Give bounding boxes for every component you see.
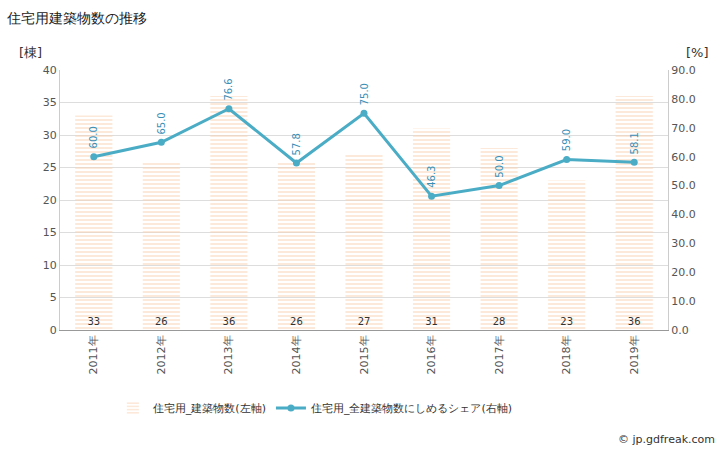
svg-text:36: 36: [223, 316, 236, 327]
svg-text:33: 33: [87, 316, 100, 327]
svg-text:90.0: 90.0: [671, 64, 696, 77]
svg-text:10.0: 10.0: [671, 295, 696, 308]
svg-text:2019年: 2019年: [628, 335, 641, 374]
svg-text:20: 20: [43, 194, 57, 207]
svg-text:2016年: 2016年: [425, 335, 438, 374]
svg-text:© jp.gdfreak.com: © jp.gdfreak.com: [618, 433, 715, 446]
svg-text:28: 28: [493, 316, 506, 327]
svg-text:20.0: 20.0: [671, 266, 696, 279]
svg-text:26: 26: [155, 316, 168, 327]
svg-text:住宅用_建築物数(左軸): 住宅用_建築物数(左軸): [153, 402, 266, 415]
svg-text:50.0: 50.0: [671, 179, 696, 192]
svg-text:80.0: 80.0: [671, 93, 696, 106]
svg-text:15: 15: [43, 226, 57, 239]
svg-text:35: 35: [43, 96, 57, 109]
svg-text:75.0: 75.0: [359, 83, 370, 105]
svg-text:2015年: 2015年: [358, 335, 371, 374]
svg-text:40: 40: [43, 64, 57, 77]
svg-text:10: 10: [43, 259, 57, 272]
svg-text:0.0: 0.0: [671, 324, 689, 337]
svg-text:57.8: 57.8: [291, 133, 302, 155]
svg-text:2011年: 2011年: [87, 335, 100, 374]
svg-text:0: 0: [50, 324, 57, 337]
svg-text:76.6: 76.6: [223, 78, 234, 100]
svg-text:65.0: 65.0: [156, 112, 167, 134]
svg-text:2012年: 2012年: [155, 335, 168, 374]
svg-text:46.3: 46.3: [426, 166, 437, 188]
svg-text:2014年: 2014年: [290, 335, 303, 374]
svg-text:36: 36: [628, 316, 641, 327]
svg-text:27: 27: [358, 316, 371, 327]
svg-text:2018年: 2018年: [560, 335, 573, 374]
svg-text:2013年: 2013年: [222, 335, 235, 374]
svg-text:5: 5: [50, 291, 57, 304]
svg-text:31: 31: [425, 316, 438, 327]
svg-text:70.0: 70.0: [671, 122, 696, 135]
svg-text:50.0: 50.0: [494, 155, 505, 177]
svg-text:23: 23: [560, 316, 573, 327]
svg-text:30.0: 30.0: [671, 237, 696, 250]
svg-text:30: 30: [43, 129, 57, 142]
svg-text:住宅用建築物数の推移: 住宅用建築物数の推移: [6, 10, 147, 26]
svg-text:26: 26: [290, 316, 303, 327]
svg-text:40.0: 40.0: [671, 208, 696, 221]
svg-text:59.0: 59.0: [561, 129, 572, 151]
svg-text:60.0: 60.0: [88, 126, 99, 148]
svg-text:住宅用_全建築物数にしめるシェア(右軸): 住宅用_全建築物数にしめるシェア(右軸): [311, 402, 512, 415]
svg-text:[%]: [%]: [686, 45, 709, 60]
svg-text:2017年: 2017年: [493, 335, 506, 374]
svg-text:60.0: 60.0: [671, 151, 696, 164]
svg-text:58.1: 58.1: [629, 132, 640, 154]
svg-text:[棟]: [棟]: [19, 45, 42, 60]
svg-text:25: 25: [43, 161, 57, 174]
